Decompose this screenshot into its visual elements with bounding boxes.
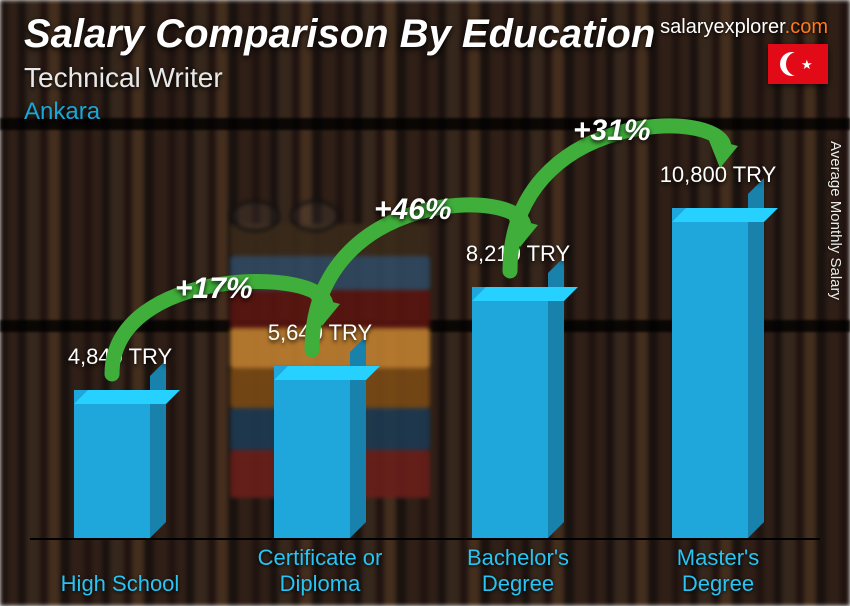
increase-arc: [0, 126, 850, 606]
brand-label: salaryexplorer.com: [660, 16, 828, 39]
country-flag-turkey: ★: [768, 44, 828, 84]
salary-bar-chart: 4,840 TRYHigh School5,640 TRYCertificate…: [0, 126, 850, 606]
page-title: Salary Comparison By Education: [24, 12, 655, 57]
infographic-canvas: Salary Comparison By Education Technical…: [0, 0, 850, 606]
star-icon: ★: [801, 58, 813, 71]
location-label: Ankara: [24, 98, 100, 126]
brand-name: salaryexplorer: [660, 16, 785, 38]
job-title: Technical Writer: [24, 62, 223, 94]
increase-pct-label: +31%: [573, 114, 651, 148]
brand-domain: .com: [785, 16, 828, 38]
